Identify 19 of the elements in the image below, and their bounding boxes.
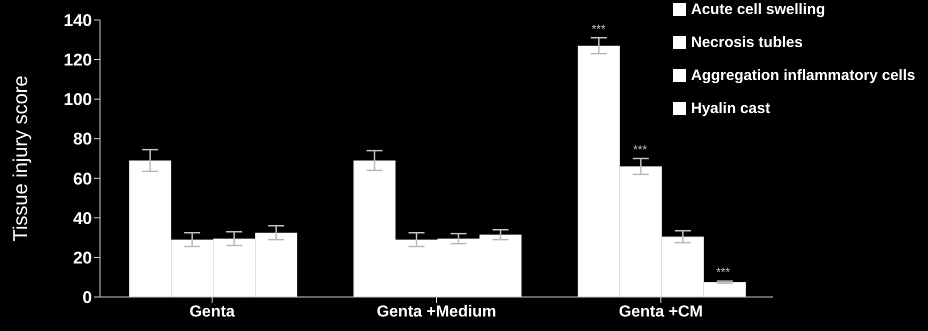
y-tick-label: 140 bbox=[64, 11, 92, 30]
data-label: *** bbox=[592, 22, 606, 36]
y-tick-label: 20 bbox=[73, 248, 92, 268]
y-axis-title: Tissue injury score bbox=[10, 76, 32, 242]
y-tick-label: 0 bbox=[82, 288, 92, 308]
y-tick-label: 80 bbox=[73, 130, 92, 149]
x-tick-label: Genta +Medium bbox=[376, 303, 496, 320]
x-tick-label: Genta +CM bbox=[618, 303, 703, 320]
legend-label: Hyalin cast bbox=[691, 99, 770, 118]
data-label: *** bbox=[633, 142, 648, 156]
legend-label: Necrosis tubles bbox=[691, 33, 803, 52]
y-tick-label: 60 bbox=[73, 169, 92, 188]
y-tick-label: 120 bbox=[64, 50, 92, 70]
legend-label: Acute cell swelling bbox=[691, 0, 826, 19]
y-tick-label: 100 bbox=[64, 90, 92, 110]
data-label: *** bbox=[716, 265, 730, 280]
legend-label: Aggregation inflammatory cells bbox=[691, 66, 916, 85]
x-tick-label: Genta bbox=[189, 303, 235, 320]
y-tick-label: 40 bbox=[73, 208, 92, 228]
